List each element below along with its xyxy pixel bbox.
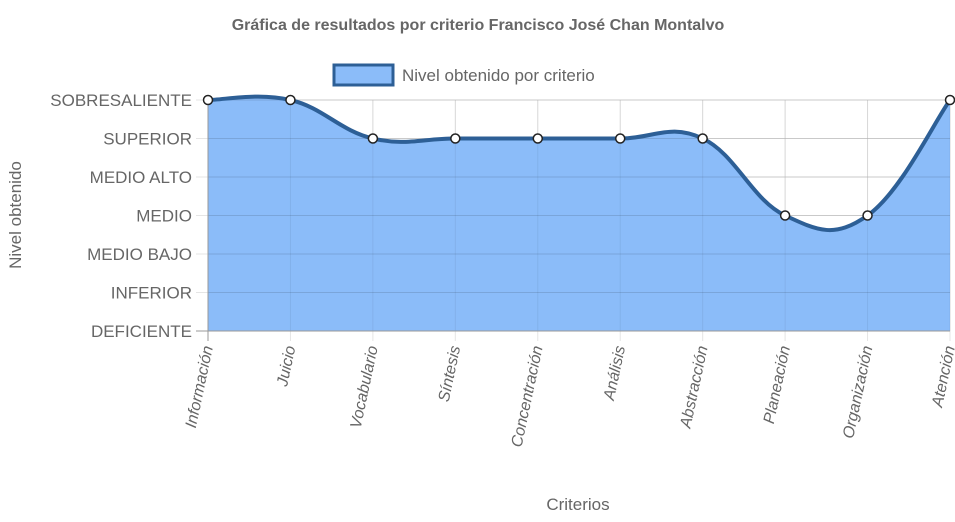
x-tick-label: Organización xyxy=(840,344,876,440)
x-tick-label: Atención xyxy=(929,344,955,410)
data-point-7[interactable] xyxy=(697,133,708,144)
y-axis: DEFICIENTE INFERIOR MEDIO BAJO MEDIO MEDIO A… xyxy=(50,91,192,341)
x-tick-label: Análisis xyxy=(601,344,629,402)
data-point-6[interactable] xyxy=(614,133,626,144)
x-tick-label: Concentración xyxy=(509,344,547,449)
y-tick-label: MEDIO xyxy=(136,207,192,226)
x-tick-label: Planeación xyxy=(761,344,794,425)
data-point-5[interactable] xyxy=(532,133,544,144)
y-axis-title: Nivel obtenido xyxy=(6,161,25,269)
y-tick-label: MEDIO BAJO xyxy=(87,245,192,264)
x-tick-label: Vocabulario xyxy=(348,344,382,430)
x-tick-label: Síntesis xyxy=(436,344,464,403)
data-point-4[interactable] xyxy=(450,133,461,144)
y-tick-label: INFERIOR xyxy=(111,284,192,303)
y-tick-label: DEFICIENTE xyxy=(91,322,192,341)
series-line xyxy=(207,94,952,232)
plot-area xyxy=(207,94,952,332)
y-tick-label: SUPERIOR xyxy=(103,130,192,149)
data-point-9[interactable] xyxy=(862,210,873,221)
data-point-1[interactable] xyxy=(202,94,214,106)
data-point-10[interactable] xyxy=(944,94,955,106)
x-axis-title: Criterios xyxy=(546,495,609,514)
x-axis: Información Juicio Vocabulario Síntesis Conc… xyxy=(183,344,955,449)
legend-label[interactable]: Nivel obtenido por criterio xyxy=(402,66,595,85)
legend-swatch[interactable] xyxy=(332,63,395,87)
y-tick-label: SOBRESALIENTE xyxy=(50,91,192,110)
legend[interactable]: Nivel obtenido por criterio xyxy=(332,63,595,87)
x-tick-label: Juicio xyxy=(274,344,299,389)
data-points xyxy=(202,94,955,221)
data-point-3[interactable] xyxy=(367,133,379,144)
data-point-8[interactable] xyxy=(779,210,791,221)
y-tick-label: MEDIO ALTO xyxy=(90,168,192,187)
x-tick-label: Información xyxy=(183,344,217,429)
data-point-2[interactable] xyxy=(285,94,296,106)
series-area xyxy=(208,96,950,331)
chart-title: Gráfica de resultados por criterio Franc… xyxy=(232,17,725,34)
x-tick-label: Abstracción xyxy=(677,344,711,430)
